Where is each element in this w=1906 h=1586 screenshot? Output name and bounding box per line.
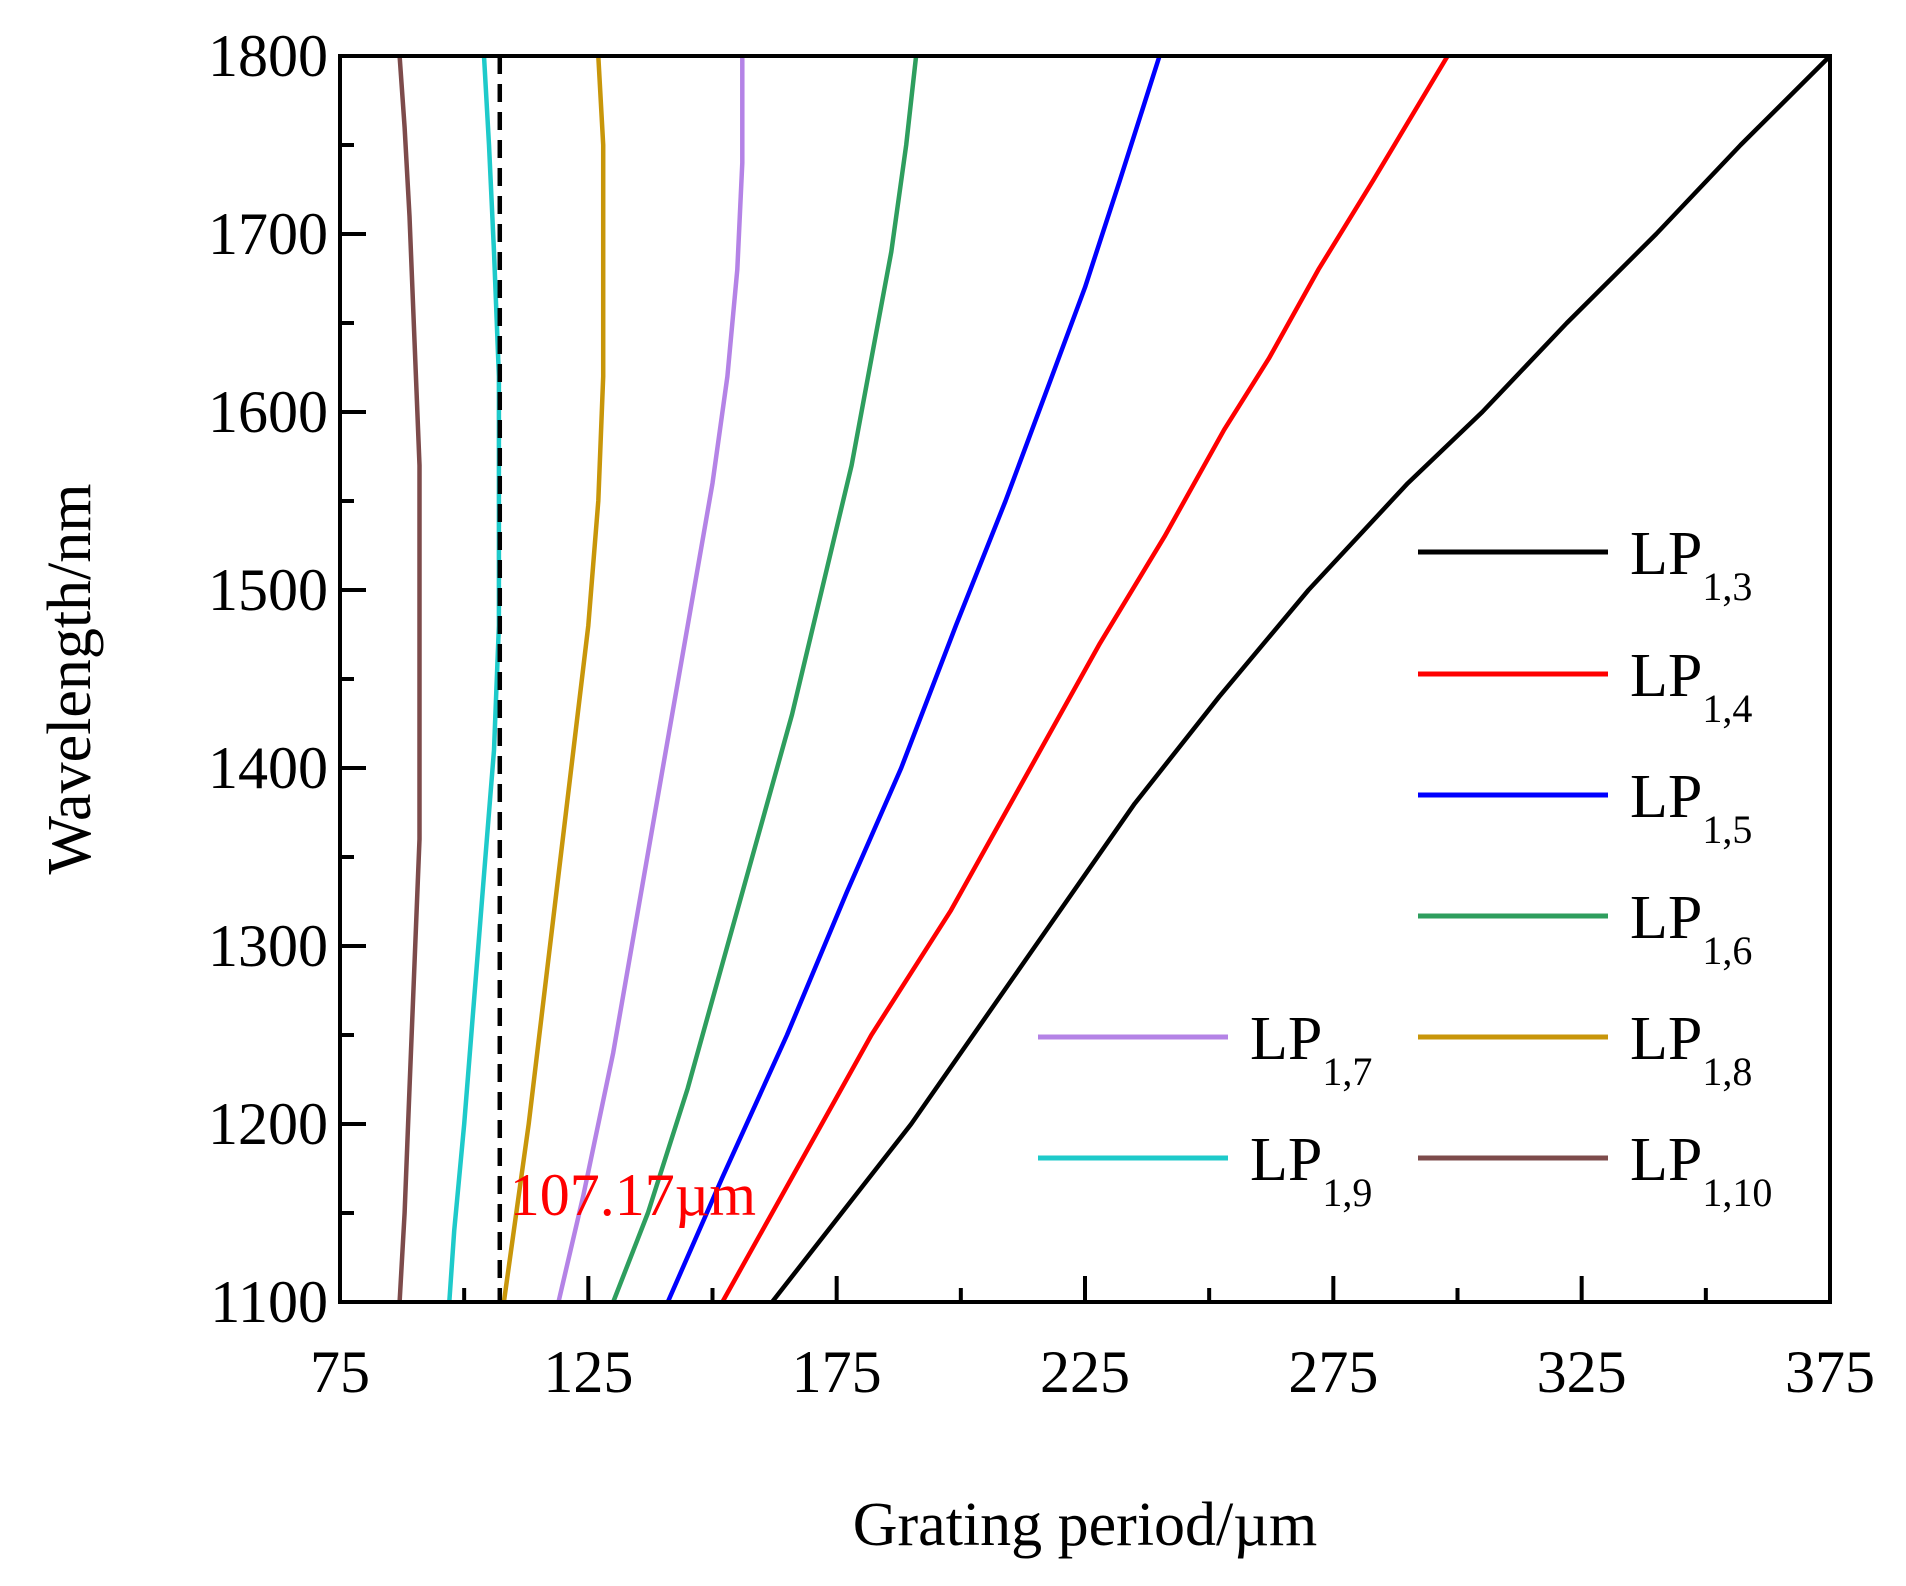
labels: Grating period/µm Wavelength/nm 107.17µm [36,483,1317,1559]
series-line-lp18 [501,55,606,1303]
series-line-lp14 [720,54,1450,1304]
legend-subscript: 1,5 [1702,807,1752,852]
series-line-lp13 [770,54,1832,1304]
y-tick-label: 1400 [208,735,328,801]
legend-subscript: 1,3 [1702,564,1752,609]
series-line-lp110 [397,55,422,1303]
series-line-lp15 [665,55,1162,1303]
y-tick-label: 1500 [208,557,328,623]
x-tick-label: 375 [1785,1339,1875,1405]
x-tick-label: 275 [1288,1339,1378,1405]
x-tick-label: 125 [543,1339,633,1405]
series-line-lp16 [611,55,919,1303]
legend-subscript: 1,9 [1322,1170,1372,1215]
y-tick-label: 1100 [210,1269,328,1335]
y-axis-title: Wavelength/nm [36,483,104,874]
series-line-lp19 [447,55,502,1303]
reference-annotation: 107.17µm [510,1162,756,1228]
axes: 75 125 175 225 275 325 375 1100 1200 1300 1400 1500… [208,23,1875,1405]
legend-subscript: 1,4 [1702,686,1752,731]
legend-subscript: 1,8 [1702,1049,1752,1094]
legend-subscript: 1,10 [1702,1170,1772,1215]
y-tick-label: 1200 [208,1091,328,1157]
y-tick-label: 1700 [208,201,328,267]
y-tick-label: 1600 [208,379,328,445]
x-tick-label: 75 [310,1339,370,1405]
plot-lines [397,54,1832,1304]
x-tick-label: 175 [792,1339,882,1405]
x-axis-title: Grating period/µm [853,1491,1317,1559]
x-tick-label: 225 [1040,1339,1130,1405]
y-tick-label: 1800 [208,23,328,89]
legend-subscript: 1,7 [1322,1049,1372,1094]
series-line-lp17 [556,56,745,1303]
legend-subscript: 1,6 [1702,928,1752,973]
y-tick-label: 1300 [208,913,328,979]
x-tick-label: 325 [1537,1339,1627,1405]
